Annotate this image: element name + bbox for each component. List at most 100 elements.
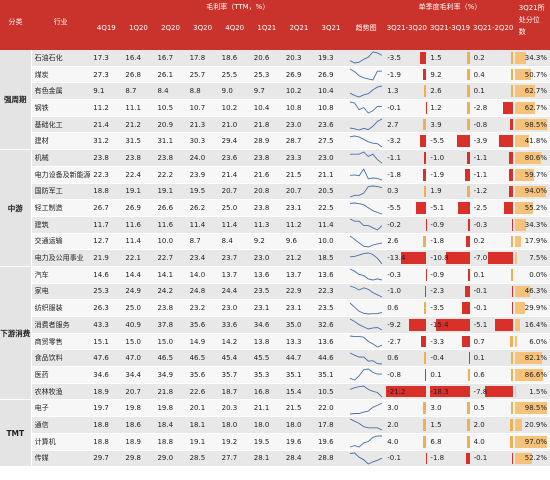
change-bar: [423, 402, 427, 415]
change-cell: 0.3: [385, 183, 429, 201]
sparkline-chart: [349, 118, 383, 131]
gm-value: 40.9: [122, 316, 155, 334]
gm-value: 35.1: [282, 366, 315, 384]
industry-name: 电子: [31, 399, 91, 418]
change-value: -5.5: [387, 204, 401, 213]
gm-value: 13.7: [282, 265, 315, 284]
gm-value: 23.8: [154, 299, 187, 317]
trend-sparkline: [347, 166, 386, 184]
sparkline-line: [349, 101, 383, 114]
percentile-cell: 16.4%: [514, 316, 550, 334]
trend-sparkline: [347, 249, 386, 267]
change-value: -2.8: [473, 103, 488, 112]
sparkline-line: [349, 68, 383, 81]
gm-value: 23.2: [186, 299, 219, 317]
gm-value: 21.2: [282, 249, 315, 267]
percentile-bar: [514, 302, 525, 314]
gm-value: 45.4: [218, 349, 251, 368]
gm-value: 14.0: [186, 265, 219, 284]
gm-value: 23.0: [314, 149, 348, 167]
table-row: 电力设备及新能源 22.3 22.4 22.2 23.9 21.4 21.6 21.5 21.1…: [0, 166, 550, 184]
trend-sparkline: [347, 299, 386, 317]
change-value: 2.6: [387, 237, 399, 246]
change-bar: [511, 218, 513, 231]
sparkline-line: [349, 285, 383, 298]
industry-name: 食品饮料: [31, 349, 91, 368]
change-cell: -1.8: [385, 166, 429, 184]
change-value: -1.8: [387, 170, 401, 179]
percentile-cell: 98.5%: [514, 399, 550, 418]
change-cell: 1.5: [428, 416, 472, 434]
trend-sparkline: [347, 132, 386, 151]
gm-value: 9.2: [250, 233, 283, 251]
table-row: 轻工制造 26.7 26.9 26.6 26.2 25.0 23.8 23.1 22.5 -5.5…: [0, 199, 550, 217]
percentile-value: 52.2%: [524, 454, 547, 463]
percentile-bar: [514, 319, 521, 331]
sparkline-chart: [350, 151, 383, 164]
percentile-value: 20.9%: [524, 420, 547, 429]
change-bar: [423, 118, 427, 131]
change-bar: [425, 268, 427, 281]
trend-sparkline: [347, 265, 386, 284]
change-cell: 0.6: [471, 366, 515, 384]
change-cell: -0.8: [385, 366, 429, 384]
change-value: 0.4: [473, 70, 485, 79]
change-header: 3Q21-2Q20: [471, 13, 515, 43]
sparkline-chart: [349, 168, 383, 181]
gm-value: 18.9: [90, 383, 123, 401]
change-bar: [458, 202, 470, 214]
gm-value: 21.5: [282, 399, 315, 418]
industry-name: 传媒: [31, 450, 91, 468]
percentile-bar: [514, 185, 546, 198]
gm-value: 8.7: [122, 82, 155, 101]
gm-value: 16.8: [250, 383, 283, 401]
change-cell: -3.2: [385, 132, 429, 151]
change-value: -1.1: [473, 153, 488, 162]
percentile-bar: [514, 335, 517, 348]
gm-value: 21.9: [90, 249, 123, 267]
gm-value: 22.0: [314, 399, 348, 418]
change-value: -13.4: [387, 254, 406, 263]
change-cell: 0.2: [471, 50, 515, 67]
change-bar: [420, 135, 427, 148]
change-value: -0.2: [387, 220, 401, 229]
change-value: -18.3: [430, 387, 449, 396]
change-value: 0.6: [387, 304, 399, 313]
change-value: -5.1: [473, 320, 488, 329]
gm-value: 9.6: [282, 233, 315, 251]
gm-value: 23.6: [218, 149, 251, 167]
change-value: -3.3: [430, 337, 445, 346]
sparkline-chart: [349, 318, 383, 331]
change-value: -0.1: [473, 287, 488, 296]
change-cell: 0.1: [471, 349, 515, 368]
trend-sparkline: [347, 50, 386, 67]
gm-value: 9.7: [250, 82, 283, 101]
gm-value: 31.1: [154, 132, 187, 151]
change-value: 0.1: [473, 87, 485, 96]
gm-value: 13.6: [314, 265, 348, 284]
percentile-bar: [514, 235, 521, 248]
change-value: -9.2: [387, 320, 401, 329]
change-bar: [468, 352, 470, 365]
category-header: 分类: [0, 0, 32, 43]
gm-value: 18.8: [90, 416, 123, 434]
gm-value: 21.1: [250, 399, 283, 418]
percentile-bar: [514, 402, 548, 415]
gm-value: 15.0: [154, 333, 187, 351]
sparkline-chart: [349, 185, 383, 198]
gm-value: 28.7: [282, 132, 315, 151]
gm-value: 30.3: [186, 132, 219, 151]
sparkline-chart: [349, 335, 383, 348]
sparkline-chart: [349, 252, 383, 264]
sparkline-line: [349, 135, 383, 148]
percentile-bar: [514, 285, 530, 298]
gm-value: 15.1: [90, 333, 123, 351]
change-bar: [508, 168, 513, 181]
gm-value: 31.2: [90, 132, 123, 151]
trend-sparkline: [347, 366, 386, 384]
sparkline-line: [349, 51, 383, 64]
gm-value: 11.4: [314, 216, 348, 234]
gm-value: 26.7: [90, 199, 123, 217]
change-bar: [429, 385, 470, 398]
change-bar: [464, 285, 470, 298]
